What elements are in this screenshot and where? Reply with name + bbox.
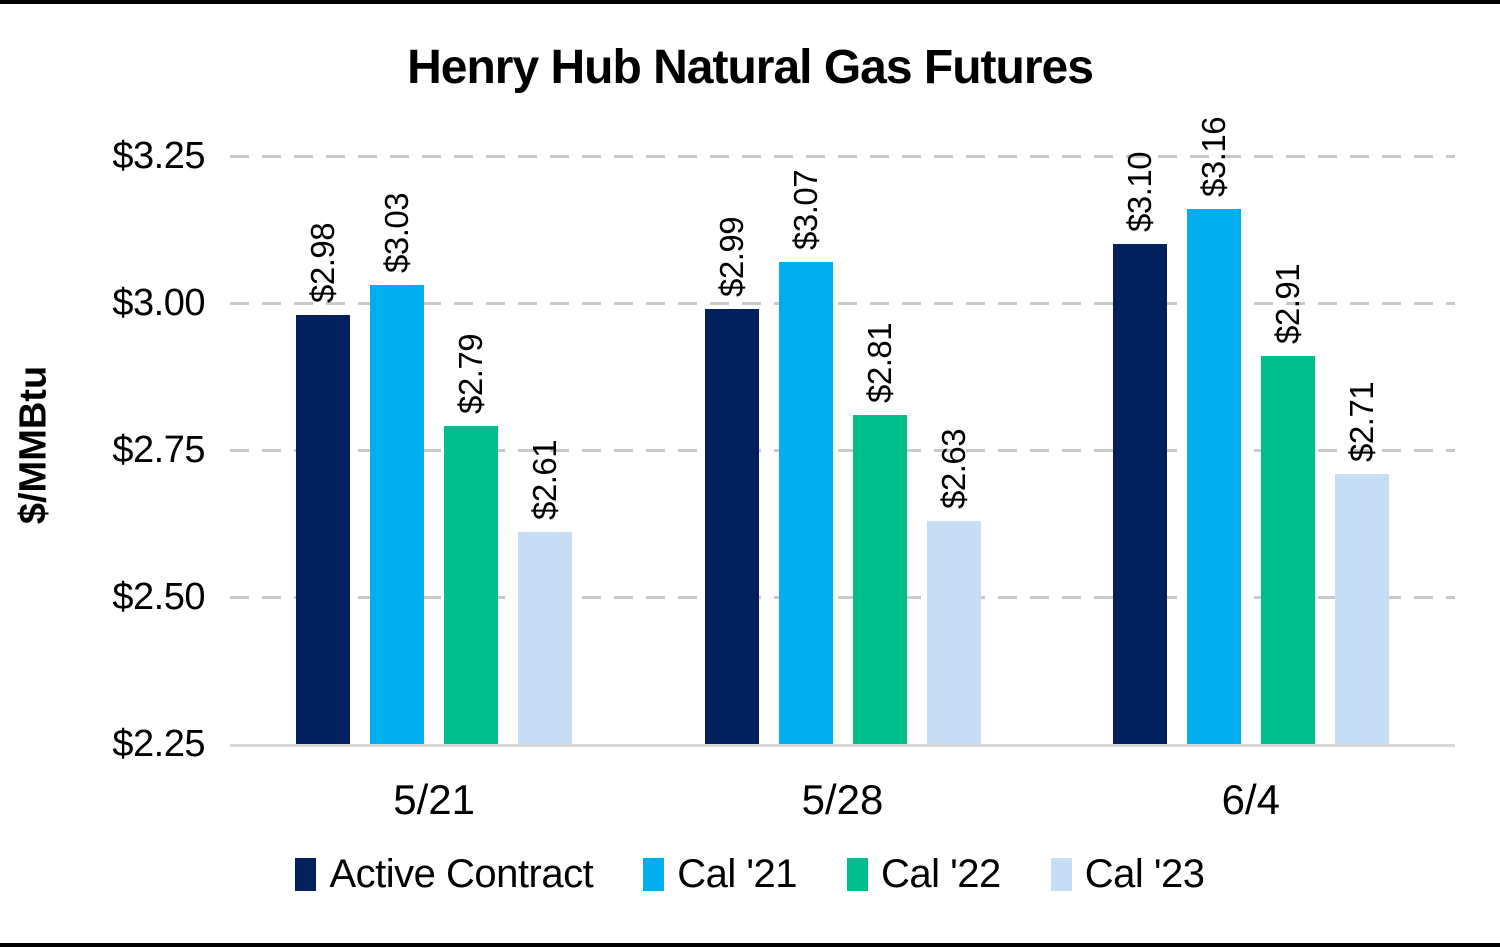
bar-value-label-anchor: $2.99 (710, 217, 754, 297)
bar-value-label: $2.71 (1342, 381, 1380, 462)
bar-value-label-anchor: $2.79 (449, 334, 493, 414)
bar (518, 532, 573, 744)
legend-label: Active Contract (329, 852, 594, 896)
chart-title: Henry Hub Natural Gas Futures (407, 41, 1094, 94)
bar-value-label: $2.99 (712, 216, 750, 297)
gridline (230, 155, 1455, 158)
bar (778, 261, 833, 744)
bar-value-label: $3.10 (1120, 152, 1158, 233)
bar (1112, 244, 1167, 744)
bar-value-label-anchor: $2.91 (1266, 264, 1310, 344)
bar (926, 520, 981, 744)
legend-swatch (1050, 858, 1072, 891)
bar-value-label: $2.61 (526, 440, 564, 521)
bar (296, 314, 351, 744)
bar-value-label-anchor: $3.03 (375, 193, 419, 273)
legend-item: Cal '22 (846, 852, 1001, 897)
x-axis-label: 5/21 (393, 776, 476, 823)
bar-value-label: $2.98 (304, 222, 342, 303)
bar-value-label-anchor: $2.98 (301, 223, 345, 303)
plot-area: $2.98 $3.03 $2.79 $2.61 $2.99 $3.07 $2.81 $2.63… (230, 117, 1455, 747)
y-tick-label: $2.25 (112, 723, 205, 765)
bar-value-label-anchor: $2.81 (858, 323, 902, 403)
bar (1186, 208, 1241, 744)
x-axis-label: 6/4 (1221, 776, 1281, 823)
bar-value-label-anchor: $2.61 (523, 440, 567, 520)
bar (852, 414, 907, 744)
bottom-border-line (0, 943, 1500, 947)
legend-item: Cal '21 (643, 852, 797, 897)
bar-value-label: $3.03 (378, 193, 416, 274)
legend-swatch (295, 858, 317, 891)
legend-label: Cal '21 (677, 852, 797, 896)
bar-value-label-anchor: $2.63 (932, 428, 976, 508)
bar-value-label: $2.91 (1268, 263, 1306, 344)
bar-value-label-anchor: $2.71 (1340, 381, 1384, 461)
bar-value-label: $2.81 (860, 322, 898, 403)
legend-label: Cal '22 (880, 852, 1001, 896)
legend-swatch (846, 858, 868, 891)
bar-value-label: $3.07 (786, 169, 824, 250)
bar (704, 308, 759, 744)
top-border-line (0, 0, 1500, 4)
bar-value-label-anchor: $3.10 (1118, 152, 1162, 232)
bar-value-label: $2.79 (452, 334, 490, 415)
x-axis-line (230, 744, 1455, 747)
legend-label: Cal '23 (1084, 852, 1205, 896)
bar-value-label: $3.16 (1194, 116, 1232, 197)
x-axis-label: 5/28 (801, 776, 884, 823)
gridline (230, 449, 1455, 452)
legend-item: Cal '23 (1050, 852, 1205, 897)
bar-value-label-anchor: $3.16 (1192, 117, 1236, 197)
bar (1334, 473, 1389, 744)
bar (444, 426, 499, 744)
y-tick-label: $3.25 (112, 135, 205, 177)
gridline (230, 302, 1455, 305)
bar-value-label: $2.63 (934, 428, 972, 509)
legend-swatch (643, 858, 665, 891)
gridline (230, 596, 1455, 599)
bar (1260, 355, 1315, 744)
y-tick-label: $2.50 (112, 576, 205, 618)
bar (370, 285, 425, 744)
y-tick-label: $2.75 (112, 429, 205, 471)
legend: Active Contract Cal '21 Cal '22 Cal '23 (0, 852, 1500, 897)
legend-item: Active Contract (295, 852, 594, 897)
y-tick-label: $3.00 (112, 282, 205, 324)
bar-value-label-anchor: $3.07 (784, 170, 828, 250)
